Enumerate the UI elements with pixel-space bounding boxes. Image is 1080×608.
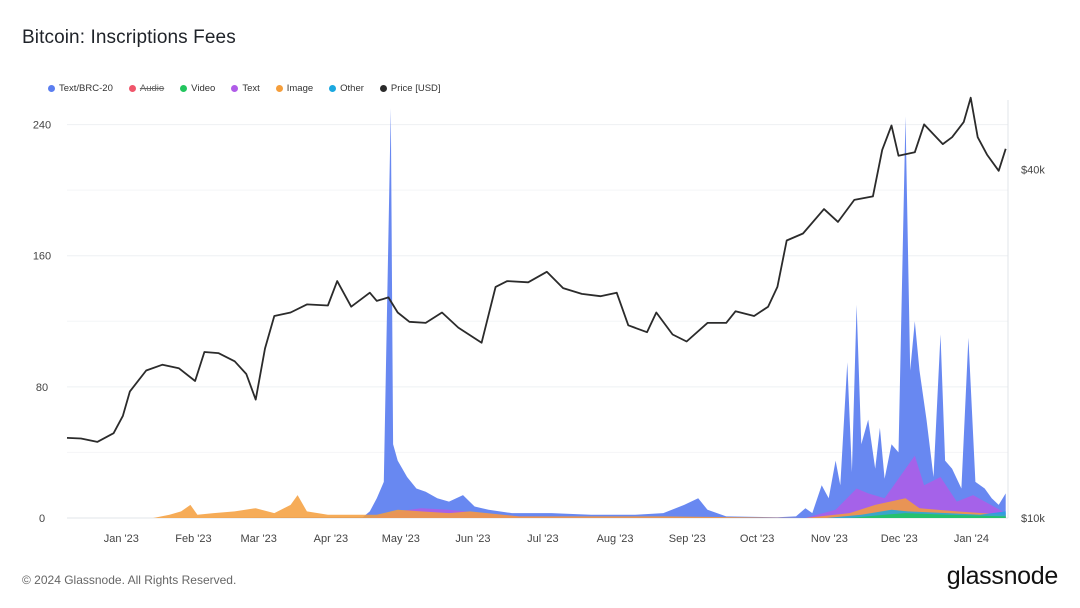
y-left-tick-label: 240 [33,120,51,132]
x-tick-label: Aug '23 [597,533,634,545]
legend-label: Price [USD] [390,83,441,94]
legend-label: Audio [139,83,165,94]
legend-label: Video [191,83,216,94]
x-tick-label: Dec '23 [881,533,918,545]
x-tick-label: Jan '24 [954,533,989,545]
legend-label: Text [242,83,260,94]
x-tick-label: Feb '23 [175,533,211,545]
legend-item-text[interactable]: Text [231,83,260,94]
y-right-tick-label: $40k [1021,165,1045,177]
x-tick-label: Sep '23 [669,533,706,545]
legend-item-price-usd[interactable]: Price [USD] [379,83,441,94]
legend-dot [231,85,239,92]
area-series-video [67,513,1006,518]
x-tick-label: Jun '23 [455,533,490,545]
chart-title: Bitcoin: Inscriptions Fees [22,27,236,48]
x-tick-label: Jan '23 [104,533,139,545]
price-line [66,96,1007,443]
chart-legend: Text/BRC-20 Audio Video Text Image Other Price… [48,83,457,94]
legend-label: Other [340,83,364,94]
x-tick-label: Nov '23 [811,533,848,545]
legend-item-image[interactable]: Image [275,83,314,94]
legend-label: Image [286,83,314,94]
x-tick-label: Apr '23 [314,533,349,545]
legend-dot [180,85,188,92]
x-tick-label: Jul '23 [527,533,558,545]
x-tick-label: Mar '23 [241,533,277,545]
copyright-footer: © 2024 Glassnode. All Rights Reserved. [22,573,237,587]
y-right-tick-label: $10k [1021,513,1045,525]
legend-item-other[interactable]: Other [329,83,364,94]
y-left-tick-label: 80 [36,382,48,394]
legend-dot [128,85,136,92]
legend-dot [379,85,387,92]
legend-label: Text/BRC-20 [59,83,113,94]
area-series-text-brc-20 [67,108,1006,518]
legend-item-text-brc-20[interactable]: Text/BRC-20 [48,83,113,94]
brand-logo: glassnode [946,562,1059,590]
x-tick-label: May '23 [382,533,420,545]
y-left-tick-label: 0 [39,513,45,525]
legend-dot [48,85,55,92]
legend-item-audio[interactable]: Audio [128,83,165,94]
y-left-tick-label: 160 [33,251,51,263]
area-series-image [67,495,1006,518]
x-tick-label: Oct '23 [740,533,775,545]
legend-dot [275,85,283,92]
legend-dot [329,85,337,92]
legend-item-video[interactable]: Video [180,83,215,94]
